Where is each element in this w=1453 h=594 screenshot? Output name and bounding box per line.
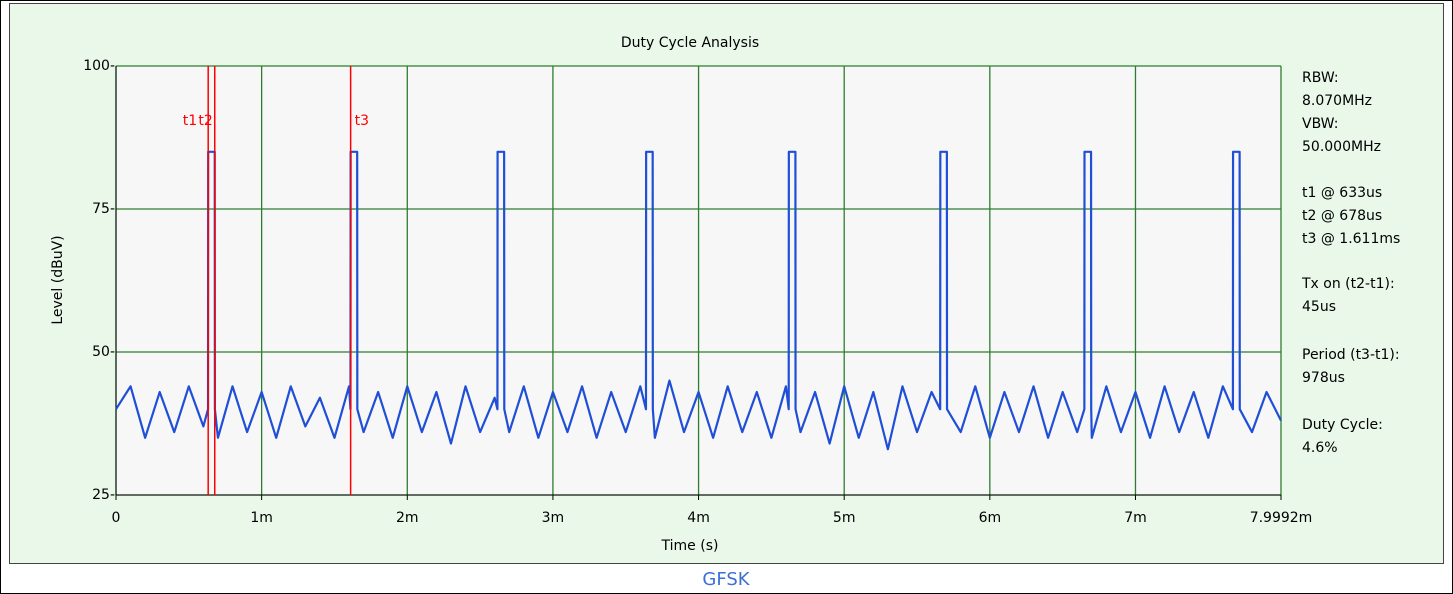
info-text: t1 @ 633us [1302,185,1382,201]
info-text: VBW: [1302,116,1338,132]
info-text: t2 @ 678us [1302,208,1382,224]
x-tick-label: 7.9992m [1250,510,1313,526]
info-text: 45us [1302,299,1336,315]
info-text: 4.6% [1302,440,1338,456]
info-text: Period (t3-t1): [1302,347,1400,363]
y-axis-label: Level (dBuV) [50,235,66,324]
x-tick-label: 1m [250,510,273,526]
info-text: t3 @ 1.611ms [1302,231,1400,247]
x-tick-label: 2m [396,510,419,526]
y-tick-label: 100- [83,58,115,74]
cursor-label: t3 [355,113,369,129]
cursor-label: t2 [198,113,212,129]
y-tick-label: 25- [92,487,115,503]
x-tick-label: 7m [1124,510,1147,526]
info-text: 8.070MHz [1302,93,1372,109]
info-text: Duty Cycle: [1302,417,1383,433]
info-text: Tx on (t2-t1): [1301,276,1395,292]
info-text: 978us [1302,370,1345,386]
chart-title: Duty Cycle Analysis [621,35,759,51]
cursor-label: t1 [183,113,197,129]
x-tick-label: 5m [833,510,856,526]
x-axis-label: Time (s) [661,538,719,554]
x-tick-label: 6m [979,510,1002,526]
x-tick-label: 0 [112,510,121,526]
info-text: 50.000MHz [1302,139,1381,155]
y-tick-label: 50- [92,344,115,360]
info-text: RBW: [1302,70,1339,86]
trace [115,150,1282,451]
x-tick-label: 3m [542,510,565,526]
y-tick-label: 75- [92,201,115,217]
footer-label: GFSK [702,569,750,590]
x-tick-label: 4m [687,510,710,526]
